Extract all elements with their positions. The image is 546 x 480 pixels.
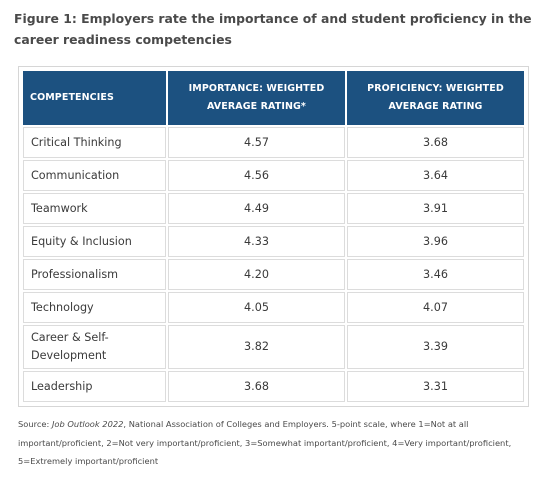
competency-cell: Communication	[23, 160, 166, 191]
header-importance: IMPORTANCE: WEIGHTED AVERAGE RATING*	[168, 71, 345, 125]
proficiency-cell: 3.68	[347, 127, 524, 158]
importance-cell: 4.57	[168, 127, 345, 158]
table-row: Leadership 3.68 3.31	[23, 371, 524, 402]
table-row: Communication 4.56 3.64	[23, 160, 524, 191]
importance-cell: 3.68	[168, 371, 345, 402]
proficiency-cell: 3.39	[347, 325, 524, 369]
source-note: Source: Job Outlook 2022, National Assoc…	[18, 415, 534, 471]
competency-cell: Professionalism	[23, 259, 166, 290]
competencies-table-container: COMPETENCIES IMPORTANCE: WEIGHTED AVERAG…	[18, 66, 529, 407]
proficiency-cell: 3.31	[347, 371, 524, 402]
competency-cell: Teamwork	[23, 193, 166, 224]
table-header-row: COMPETENCIES IMPORTANCE: WEIGHTED AVERAG…	[23, 71, 524, 125]
competency-cell: Technology	[23, 292, 166, 323]
source-publication: Job Outlook 2022	[51, 419, 124, 429]
header-competencies: COMPETENCIES	[23, 71, 166, 125]
importance-cell: 4.49	[168, 193, 345, 224]
importance-cell: 4.56	[168, 160, 345, 191]
competency-cell: Critical Thinking	[23, 127, 166, 158]
table-row: Technology 4.05 4.07	[23, 292, 524, 323]
header-proficiency: PROFICIENCY: WEIGHTED AVERAGE RATING	[347, 71, 524, 125]
importance-cell: 4.33	[168, 226, 345, 257]
table-row: Equity & Inclusion 4.33 3.96	[23, 226, 524, 257]
table-row: Critical Thinking 4.57 3.68	[23, 127, 524, 158]
source-prefix: Source:	[18, 419, 52, 429]
importance-cell: 3.82	[168, 325, 345, 369]
competency-cell: Career & Self-Development	[23, 325, 166, 369]
proficiency-cell: 3.96	[347, 226, 524, 257]
table-row: Teamwork 4.49 3.91	[23, 193, 524, 224]
competency-cell: Equity & Inclusion	[23, 226, 166, 257]
table-row: Professionalism 4.20 3.46	[23, 259, 524, 290]
proficiency-cell: 3.64	[347, 160, 524, 191]
importance-cell: 4.05	[168, 292, 345, 323]
competencies-table: COMPETENCIES IMPORTANCE: WEIGHTED AVERAG…	[21, 69, 526, 404]
competency-cell: Leadership	[23, 371, 166, 402]
importance-cell: 4.20	[168, 259, 345, 290]
source-text: , National Association of Colleges and E…	[18, 419, 512, 466]
proficiency-cell: 3.91	[347, 193, 524, 224]
figure-title: Figure 1: Employers rate the importance …	[14, 11, 532, 47]
proficiency-cell: 3.46	[347, 259, 524, 290]
table-row: Career & Self-Development 3.82 3.39	[23, 325, 524, 369]
proficiency-cell: 4.07	[347, 292, 524, 323]
